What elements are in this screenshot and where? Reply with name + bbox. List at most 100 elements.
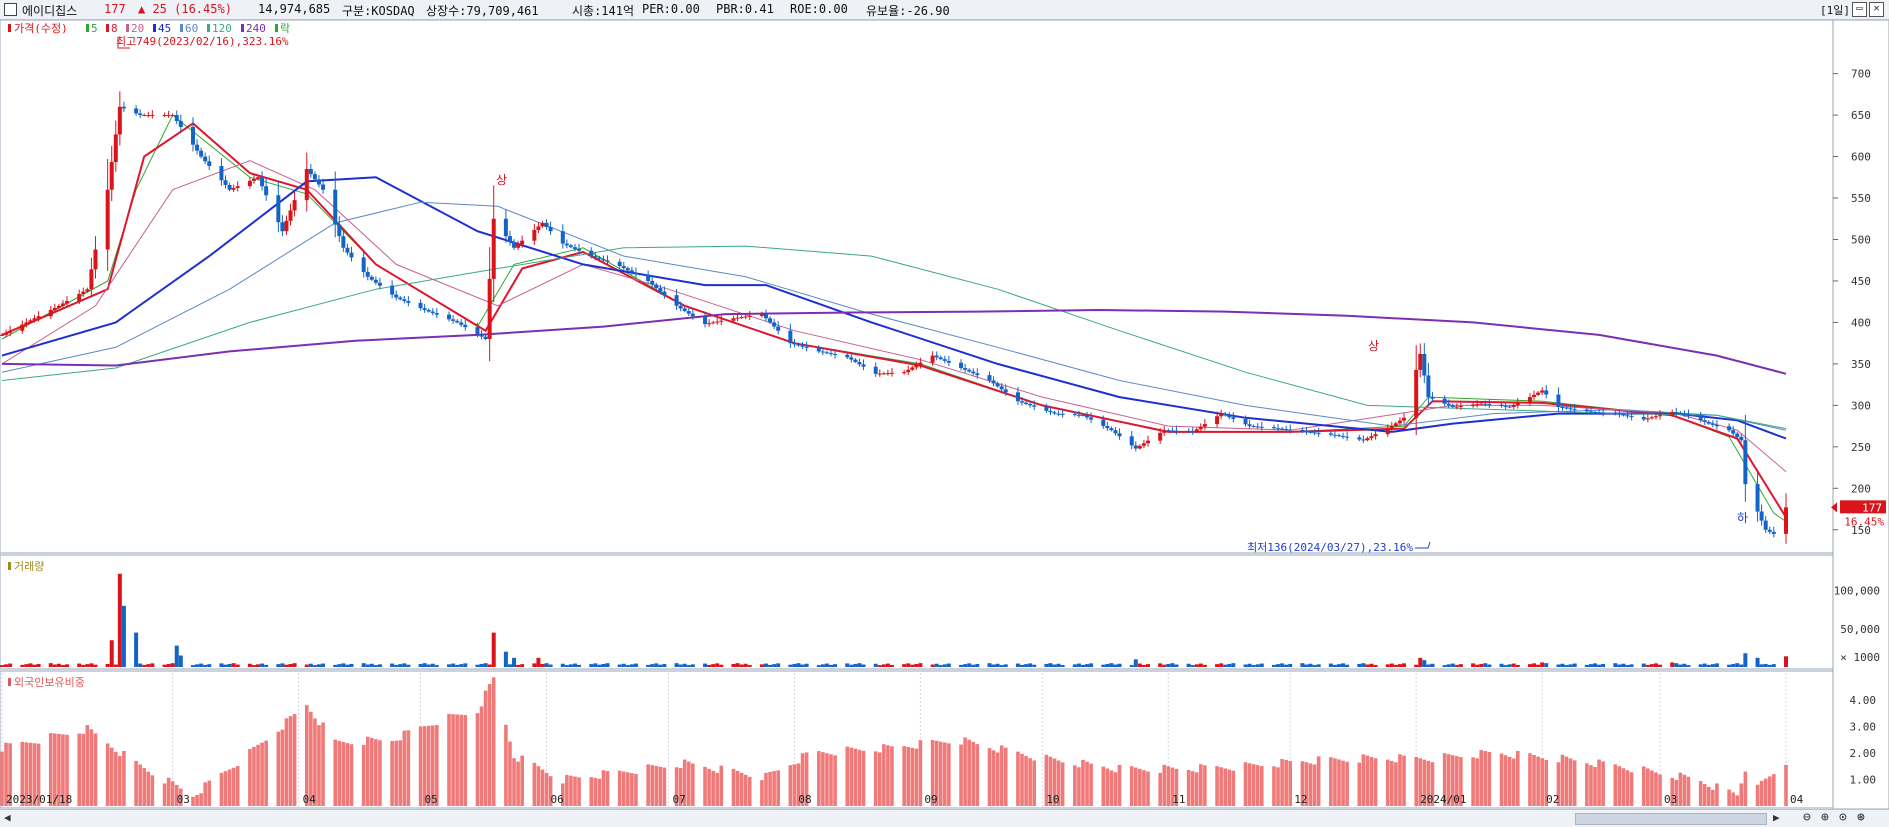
volume-bar xyxy=(1698,664,1703,667)
foreign-bar xyxy=(475,713,480,806)
volume-bar xyxy=(520,664,525,667)
candle-body xyxy=(1560,407,1565,409)
foreign-bar xyxy=(764,772,768,806)
foreign-bar xyxy=(1259,766,1264,806)
candle-body xyxy=(56,305,61,308)
candle-body xyxy=(731,318,736,321)
current-price: 177 xyxy=(104,2,126,16)
foreign-bar xyxy=(1621,768,1626,806)
candle-body xyxy=(1532,394,1537,398)
candle-body xyxy=(804,346,809,348)
volume-bar xyxy=(207,664,212,667)
foreign-bar xyxy=(1223,768,1227,806)
candle-body xyxy=(715,321,720,323)
volume-bar xyxy=(731,663,736,667)
foreign-bar xyxy=(1597,759,1601,806)
candle-body xyxy=(1507,406,1512,408)
volume-bar xyxy=(48,663,53,667)
candle-body xyxy=(1572,408,1577,410)
foreign-bar xyxy=(1617,766,1622,806)
candle-body xyxy=(341,236,346,248)
scroll-right-icon[interactable]: ▶ xyxy=(1773,811,1780,824)
volume-bar xyxy=(1162,664,1167,667)
candle-body xyxy=(1259,426,1264,428)
candle-body xyxy=(1511,405,1516,408)
foreign-bar xyxy=(605,770,610,806)
foreign-bar xyxy=(1361,754,1366,806)
volume-bar xyxy=(1446,664,1451,667)
zoom-out-icon[interactable]: ⊖ xyxy=(1803,810,1811,825)
candle-body xyxy=(1020,401,1025,403)
candle-body xyxy=(792,343,797,345)
volume-bar xyxy=(959,664,964,667)
candle-body xyxy=(219,166,224,181)
volume-bar xyxy=(487,664,492,667)
volume-bar xyxy=(1113,664,1118,667)
foreign-bar xyxy=(1402,755,1406,806)
horizontal-scrollbar[interactable]: ◀ ▶ ⊖ ⊕ ⊙ ⊛ xyxy=(0,809,1889,827)
restore-icon[interactable]: ▭ xyxy=(1852,2,1867,17)
close-icon[interactable]: ✕ xyxy=(1869,2,1884,17)
stock-chart[interactable]: 150 200 250 300 350 400 450 500 550 600 650 700 50,0… xyxy=(0,20,1889,809)
price-tick-label: 650 xyxy=(1851,109,1871,122)
volume-bar xyxy=(548,664,553,667)
volume-bar xyxy=(621,663,626,667)
candle-body xyxy=(1076,414,1081,416)
ma-line-120 xyxy=(1,245,1787,430)
foreign-bar xyxy=(1702,783,1707,806)
volume-bar xyxy=(1678,664,1683,667)
volume-bar xyxy=(1385,664,1390,667)
foreign-bar xyxy=(1763,778,1768,806)
pin-checkbox[interactable] xyxy=(4,3,17,16)
candle-body xyxy=(1194,429,1199,432)
volume-bar xyxy=(991,664,996,667)
foreign-bar xyxy=(873,751,878,806)
volume-bar xyxy=(1024,664,1029,667)
foreign-bar xyxy=(1442,753,1447,806)
zoom-reset-icon[interactable]: ⊙ xyxy=(1839,810,1847,825)
foreign-bar xyxy=(959,744,963,806)
foreign-bar xyxy=(1682,774,1687,806)
candle-body xyxy=(646,274,651,281)
foreign-bar xyxy=(910,747,915,806)
foreign-bar xyxy=(378,740,382,806)
candle-body xyxy=(772,322,777,327)
volume-bar xyxy=(361,663,366,667)
volume-bar xyxy=(1755,657,1760,667)
foreign-bar xyxy=(1272,766,1276,806)
foreign-bar xyxy=(662,767,667,806)
volume-bar xyxy=(1276,664,1281,667)
zoom-in-icon[interactable]: ⊕ xyxy=(1821,810,1829,825)
candle-body xyxy=(1450,405,1455,408)
candle-body xyxy=(1418,353,1423,370)
volume-bar xyxy=(434,665,439,667)
candle-body xyxy=(292,200,297,211)
candle-body xyxy=(85,289,90,292)
volume-bar xyxy=(77,663,82,667)
candle-body xyxy=(1714,424,1719,427)
legend-ma-240: 240 xyxy=(246,22,266,35)
period-selector[interactable]: [1일] xyxy=(1820,4,1850,17)
foreign-bar xyxy=(203,782,207,806)
stock-name[interactable]: 에이디칩스 xyxy=(22,4,78,18)
candle-body xyxy=(1454,406,1459,408)
foreign-bar xyxy=(8,743,12,806)
candle-body xyxy=(1312,432,1317,434)
scroll-thumb[interactable] xyxy=(1575,813,1767,825)
foreign-bar xyxy=(934,740,939,806)
volume-bar xyxy=(170,663,175,667)
foreign-bar xyxy=(1540,758,1544,806)
foreign-bar xyxy=(337,740,342,806)
foreign-bar xyxy=(288,716,293,806)
zoom-fit-icon[interactable]: ⊛ xyxy=(1857,810,1865,825)
volume-bar xyxy=(430,663,435,667)
volume-bar xyxy=(1572,663,1577,667)
candle-body xyxy=(1243,418,1248,425)
volume-bar xyxy=(707,664,712,667)
scroll-left-icon[interactable]: ◀ xyxy=(4,811,11,824)
candle-body xyxy=(1247,424,1252,427)
volume-bar xyxy=(1670,662,1675,667)
foreign-bar xyxy=(1572,760,1577,806)
volume-bar xyxy=(577,664,582,667)
volume-bar xyxy=(455,664,460,667)
